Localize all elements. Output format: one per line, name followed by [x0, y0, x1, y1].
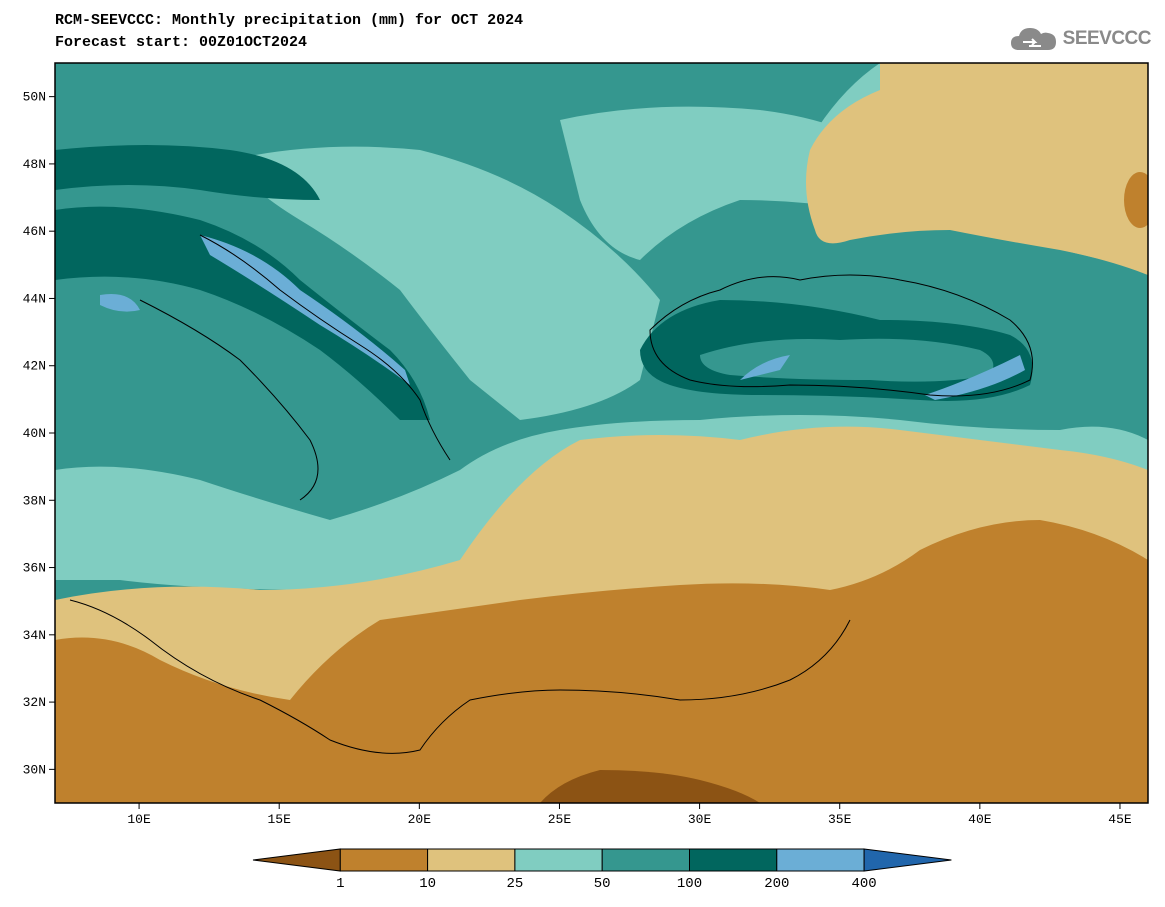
field-patch: [1124, 172, 1148, 228]
field-patch: [925, 355, 1025, 400]
field-patch: [55, 206, 430, 420]
colorbar-segment: [601, 848, 691, 872]
lat-tick-label: 44N: [23, 291, 46, 306]
field-patch: [700, 338, 994, 382]
colorbar-segment: [252, 848, 341, 872]
field-patch: [560, 106, 880, 261]
field-patch: [740, 355, 790, 380]
lon-tick-label: 35E: [828, 812, 852, 827]
lon-tick-label: 20E: [408, 812, 432, 827]
field-patch: [806, 63, 1148, 275]
colorbar-label: 200: [764, 876, 789, 892]
lat-tick-label: 48N: [23, 157, 46, 172]
field-patch: [55, 145, 320, 200]
colorbar-label: 10: [419, 876, 436, 892]
lat-tick-label: 32N: [23, 695, 46, 710]
colorbar-segment: [689, 848, 778, 872]
map-title: RCM-SEEVCCC: Monthly precipitation (mm) …: [55, 12, 524, 29]
colorbar-segment: [427, 848, 516, 872]
lat-tick-label: 36N: [23, 561, 46, 576]
logo-text: SEEVCCC: [1062, 28, 1152, 49]
lat-tick-label: 50N: [23, 90, 46, 105]
field-patch: [55, 520, 1148, 803]
black-sea-coast: [649, 274, 1033, 397]
lon-tick-label: 30E: [688, 812, 712, 827]
lon-tick-label: 40E: [968, 812, 992, 827]
colorbar-label: 400: [851, 876, 876, 892]
coastline: [69, 599, 851, 754]
seevccc-logo: SEEVCCC: [1009, 24, 1152, 54]
colorbar-label: 100: [677, 876, 702, 892]
colorbar-label: 50: [594, 876, 611, 892]
colorbar-label: 1: [336, 876, 344, 892]
lat-tick-label: 30N: [23, 762, 46, 777]
coastlines: [69, 234, 1033, 754]
lat-tick-label: 46N: [23, 224, 46, 239]
colorbar-label: 25: [506, 876, 523, 892]
lon-axis: 10E 15E 20E 25E 30E 35E 40E 45E: [127, 803, 1132, 827]
lat-tick-label: 42N: [23, 359, 46, 374]
lon-tick-label: 15E: [268, 812, 292, 827]
colorbar: 1 10 25 50 100 200 400: [252, 848, 952, 892]
field-patch: [540, 770, 760, 803]
cloud-icon: [1010, 28, 1056, 50]
forecast-start-label: Forecast start: 00Z01OCT2024: [55, 34, 308, 51]
lat-tick-label: 34N: [23, 628, 46, 643]
colorbar-segment: [776, 848, 865, 872]
precipitation-field: [55, 63, 1148, 803]
lon-tick-label: 10E: [127, 812, 151, 827]
lat-axis: 50N 48N 46N 44N 42N 40N 38N 36N 34N 32N 30N: [23, 90, 55, 777]
field-patch: [100, 294, 140, 312]
adriatic-coast: [199, 234, 451, 461]
colorbar-segment: [339, 848, 429, 872]
lat-tick-label: 40N: [23, 426, 46, 441]
italy-coast: [139, 299, 319, 501]
lat-tick-label: 38N: [23, 493, 46, 508]
colorbar-segment: [514, 848, 603, 872]
field-patch: [200, 235, 410, 385]
lon-tick-label: 25E: [548, 812, 572, 827]
field-patch: [230, 146, 660, 420]
lon-tick-label: 45E: [1108, 812, 1132, 827]
colorbar-segment: [863, 848, 952, 872]
